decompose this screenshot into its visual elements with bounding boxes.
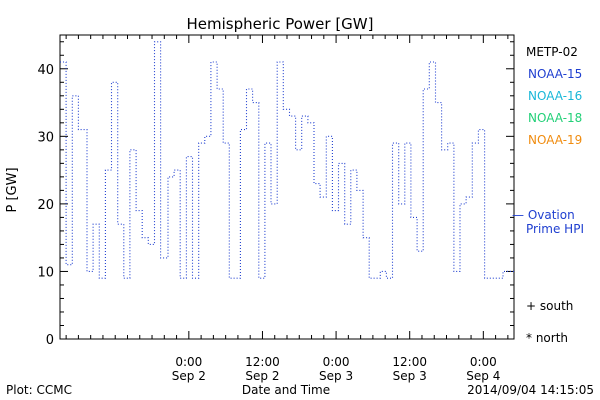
legend-south: + south	[526, 299, 573, 313]
y-tick-label: 40	[37, 63, 54, 78]
x-tick-date-label: Sep 2	[172, 369, 206, 383]
x-tick-time-label: 0:00	[323, 355, 350, 369]
series-line-noaa-15	[60, 41, 514, 279]
x-tick-date-label: Sep 3	[393, 369, 427, 383]
ovation-label-line2: Prime HPI	[526, 222, 584, 236]
series-layer	[60, 41, 514, 279]
x-tick-time-label: 0:00	[470, 355, 497, 369]
footer-timestamp: 2014/09/04 14:15:05	[467, 383, 594, 397]
x-tick-time-label: 0:00	[175, 355, 202, 369]
footer-source: Plot: CCMC	[6, 383, 72, 397]
legend-item-noaa-19: NOAA-19	[528, 133, 582, 147]
x-tick-date-label: Sep 4	[466, 369, 500, 383]
y-tick-label: 20	[37, 198, 54, 213]
y-tick-label: 0	[46, 333, 54, 348]
y-tick-label: 10	[37, 265, 54, 280]
x-tick-time-label: 12:00	[392, 355, 427, 369]
y-axis-ticks: 0 10 20 30 40	[37, 41, 514, 348]
x-tick-time-label: 12:00	[245, 355, 280, 369]
legend-item-noaa-15: NOAA-15	[528, 67, 582, 81]
x-axis-label: Date and Time	[242, 383, 330, 397]
legend-north: * north	[526, 331, 568, 345]
chart-title: Hemispheric Power [GW]	[187, 15, 374, 33]
legend-item-metp-02: METP-02	[526, 45, 578, 59]
legend: METP-02 NOAA-15 NOAA-16 NOAA-18 NOAA-19 …	[512, 45, 584, 345]
y-tick-label: 30	[37, 130, 54, 145]
legend-item-noaa-16: NOAA-16	[528, 89, 582, 103]
legend-item-noaa-18: NOAA-18	[528, 111, 582, 125]
y-axis-label: P [GW]	[5, 167, 20, 212]
ovation-label-line1: — Ovation	[512, 208, 575, 222]
x-tick-date-label: Sep 3	[319, 369, 353, 383]
plot-frame	[59, 34, 515, 340]
x-tick-date-label: Sep 2	[245, 369, 279, 383]
